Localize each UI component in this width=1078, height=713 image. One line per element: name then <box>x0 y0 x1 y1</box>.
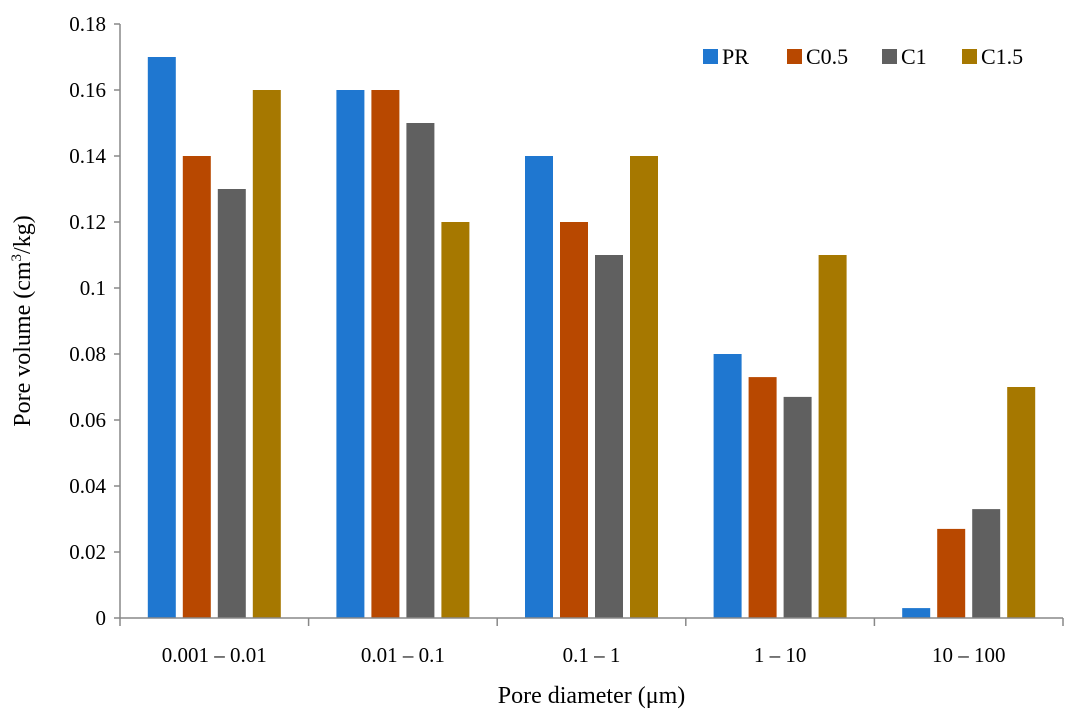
bar-PR-3 <box>525 156 553 618</box>
bar-C1-1 <box>217 189 246 618</box>
bar-C0.5-2 <box>371 90 400 618</box>
bar-PR-5 <box>902 608 931 618</box>
bar-C0.5-3 <box>560 222 588 618</box>
bar-PR-2 <box>336 90 365 618</box>
y-axis-title-superscript: 3 <box>9 254 25 262</box>
x-tick-label: 0.1 – 1 <box>563 643 621 667</box>
bar-C1-3 <box>595 255 623 618</box>
legend-label-C1: C1 <box>901 44 927 69</box>
y-tick-label: 0.04 <box>69 474 106 498</box>
y-axis-ticks: 0 0.02 0.04 0.06 0.08 0.1 0.12 0.14 0.16 0.18 <box>69 12 120 630</box>
y-tick-label: 0.1 <box>80 276 106 300</box>
y-tick-label: 0.16 <box>69 78 106 102</box>
y-tick-label: 0.14 <box>69 144 106 168</box>
x-tick-label: 10 – 100 <box>932 643 1006 667</box>
x-axis-ticks: 0.001 – 0.01 0.01 – 0.1 0.1 – 1 1 – 10 10 – … <box>119 618 1064 667</box>
bar-C1-4 <box>783 396 812 618</box>
bar-C1.5-1 <box>252 90 281 618</box>
y-tick-label: 0.08 <box>69 342 106 366</box>
bar-C0.5-5 <box>937 528 966 618</box>
y-axis-title: Pore volume (cm3/kg) <box>9 215 36 426</box>
bar-C1.5-5 <box>1007 387 1036 618</box>
bar-PR-4 <box>713 354 742 618</box>
y-tick-label: 0.12 <box>69 210 106 234</box>
bar-PR-1 <box>147 57 176 618</box>
legend-label-PR: PR <box>722 44 749 69</box>
x-axis-title: Pore diameter (μm) <box>498 683 685 709</box>
legend: PR C0.5 C1 C1.5 <box>703 44 1023 69</box>
legend-swatch-PR <box>703 49 718 64</box>
y-tick-label: 0 <box>96 606 107 630</box>
bar-C1.5-3 <box>630 156 658 618</box>
legend-swatch-C1.5 <box>962 49 977 64</box>
y-axis-title-main: Pore volume (cm <box>10 261 36 427</box>
bars <box>147 57 1036 618</box>
x-tick-label: 1 – 10 <box>754 643 807 667</box>
bar-C1-5 <box>972 509 1001 618</box>
y-tick-label: 0.02 <box>69 540 106 564</box>
bar-C0.5-4 <box>748 377 777 618</box>
y-tick-label: 0.06 <box>69 408 106 432</box>
legend-label-C1.5: C1.5 <box>981 44 1023 69</box>
legend-swatch-C1 <box>882 49 897 64</box>
legend-label-C0.5: C0.5 <box>806 44 848 69</box>
y-tick-label: 0.18 <box>69 12 106 36</box>
y-axis-title-tail: /kg) <box>10 215 36 254</box>
bar-C1.5-2 <box>441 222 470 618</box>
x-tick-label: 0.001 – 0.01 <box>162 643 267 667</box>
bar-C1.5-4 <box>818 255 847 618</box>
bar-C1-2 <box>406 123 435 618</box>
bar-C0.5-1 <box>182 156 211 618</box>
legend-swatch-C0.5 <box>787 49 802 64</box>
x-tick-label: 0.01 – 0.1 <box>361 643 445 667</box>
